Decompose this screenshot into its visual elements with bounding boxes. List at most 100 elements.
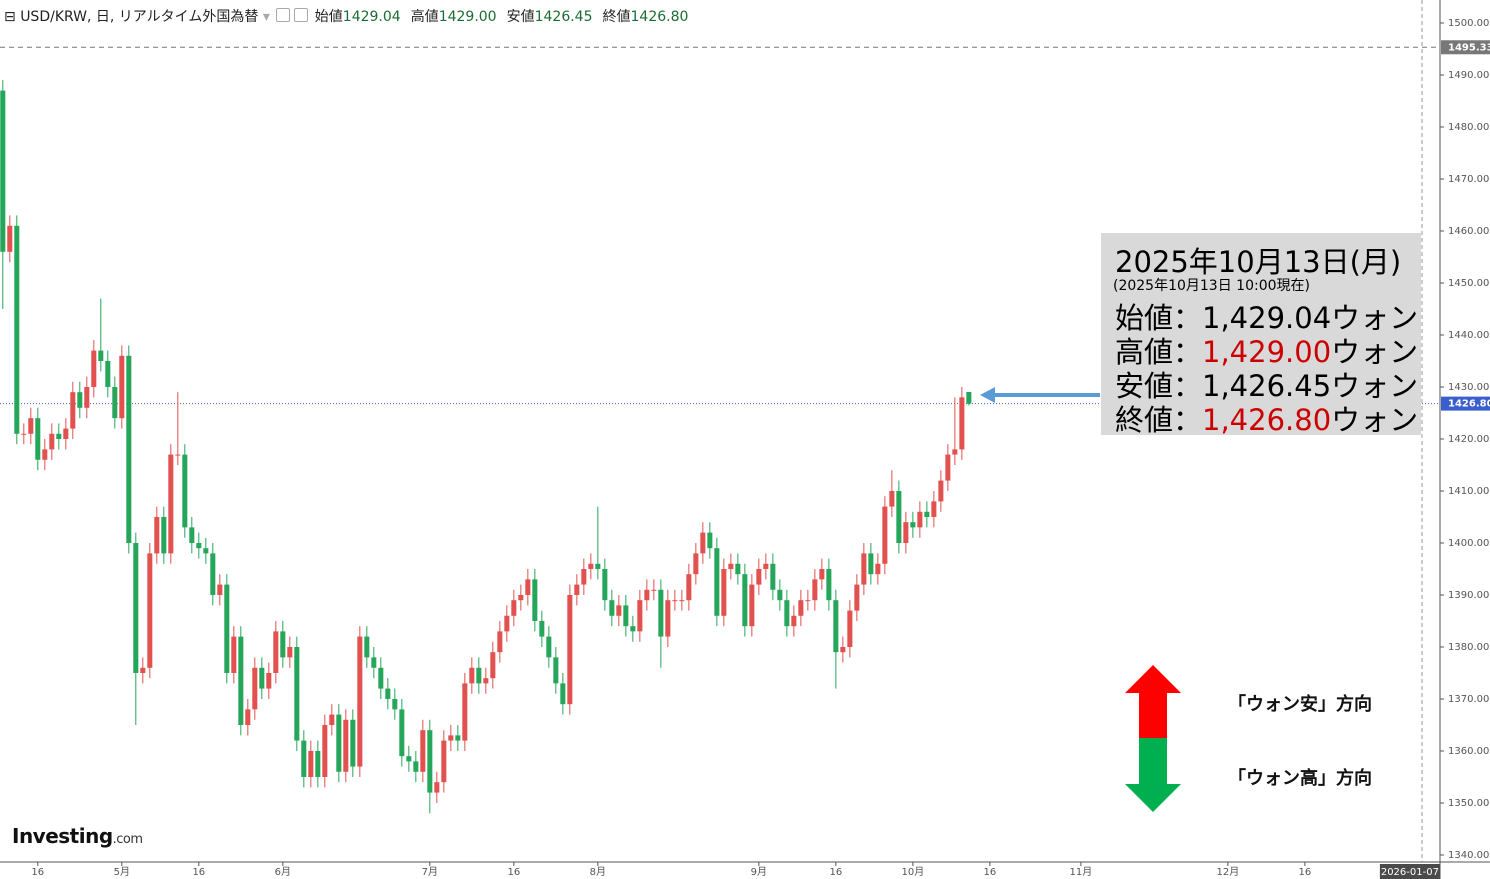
candle-body (21, 433, 27, 435)
candle-body (63, 428, 69, 439)
y-tick-label: 1440.00 (1448, 330, 1489, 341)
candle-body (623, 605, 629, 627)
candle-body (553, 657, 559, 684)
candle-body (357, 636, 363, 767)
cursor-date-label: 2026-01-07 (1381, 867, 1439, 878)
settings-icon[interactable] (294, 8, 309, 22)
candle-body (966, 391, 972, 404)
y-tick-label: 1470.00 (1448, 174, 1489, 185)
candle-body (770, 563, 776, 590)
candle-body (602, 568, 608, 601)
candle-body (672, 600, 678, 602)
candle-body (616, 605, 622, 616)
annotation-title: 2025年10月13日(月) (1115, 245, 1402, 279)
candle-body (14, 225, 20, 434)
candle-body (280, 631, 286, 658)
x-tick-label: 16 (192, 867, 205, 878)
ohlc: 始値1429.04 高値1429.00 安値1426.45 終値1426.80 (315, 9, 699, 25)
y-tick-label: 1480.00 (1448, 122, 1489, 133)
x-tick-label: 5月 (114, 866, 130, 878)
candle-body (567, 594, 573, 705)
candle-body (0, 90, 6, 252)
candle-body (273, 631, 279, 673)
candle-body (595, 563, 601, 569)
candle-body (924, 511, 930, 517)
candle-body (385, 688, 391, 699)
candle-body (644, 589, 650, 601)
candle-body (399, 709, 405, 757)
candle-body (637, 600, 643, 632)
candle-body (490, 652, 496, 679)
line-value: 1,426.45 (1202, 369, 1332, 403)
candle-body (819, 568, 825, 580)
candle-body (364, 636, 370, 658)
x-tick-label: 16 (31, 867, 44, 878)
candle-body (917, 511, 923, 528)
y-tick-label: 1360.00 (1448, 746, 1489, 757)
x-tick-label: 16 (1299, 867, 1312, 878)
candle-body (742, 574, 748, 627)
candle-body (133, 542, 139, 673)
annotation-line: 終値：1,426.80ウォン (1115, 397, 1418, 439)
candle-body (826, 568, 832, 601)
line-label: 高値： (1115, 335, 1203, 369)
candle-body (413, 761, 419, 772)
candle-body (763, 563, 769, 569)
candle-body (238, 636, 244, 725)
candle-body (154, 516, 160, 554)
logo-suffix: .com (112, 832, 143, 847)
direction-up: 「ウォン安」方向 (1228, 694, 1372, 715)
dropdown[interactable]: ▾ (262, 9, 270, 25)
candle-body (868, 553, 874, 575)
candle-body (378, 667, 384, 689)
x-tick-label: 16 (507, 867, 520, 878)
candle-body (686, 574, 692, 601)
x-tick-label: 16 (984, 867, 997, 878)
candle-body (371, 657, 377, 668)
candle-body (140, 667, 146, 673)
candle-body (336, 714, 342, 772)
candle-body (812, 579, 818, 601)
candle-body (406, 756, 412, 762)
y-tick-label: 1400.00 (1448, 538, 1489, 549)
candle-body (343, 719, 349, 772)
candle-body (532, 579, 538, 621)
candle-body (77, 392, 83, 408)
candle-body (952, 449, 958, 455)
candle-body (749, 584, 755, 627)
down-arrow (1125, 738, 1181, 812)
candle-body (427, 730, 433, 793)
candle-body (679, 600, 685, 602)
candle-body (462, 683, 468, 741)
symbol[interactable]: USD/KRW, 日, リアルタイム外国為替 (20, 9, 259, 25)
candle-body (875, 563, 881, 575)
candle-body (147, 553, 153, 668)
candle-body (693, 553, 699, 575)
candle-body (315, 750, 321, 777)
candle-body (42, 449, 48, 460)
candle-body (560, 683, 566, 705)
ohlc-value: 1426.45 (534, 9, 593, 25)
cursor-date-box (1379, 864, 1440, 879)
y-tick-label: 1420.00 (1448, 434, 1489, 445)
candle-body (588, 563, 594, 569)
candle-body (448, 735, 454, 741)
candle-body (777, 589, 783, 601)
candle-body (49, 433, 55, 450)
candle-body (196, 542, 202, 549)
candle-body (910, 522, 916, 528)
annotation-line: 安値：1,426.45ウォン (1115, 363, 1418, 405)
candle-body (266, 672, 272, 689)
candle-body (126, 355, 132, 543)
candle-body (651, 589, 657, 591)
y-tick-label: 1430.00 (1448, 382, 1489, 393)
collapse-icon[interactable]: ⊟ (4, 9, 16, 25)
y-tick-label: 1490.00 (1448, 70, 1489, 81)
y-tick-label: 1450.00 (1448, 278, 1489, 289)
candle-body (735, 563, 741, 575)
candle-body (861, 553, 867, 585)
line-label: 終値： (1115, 403, 1203, 437)
x-tick-label: 12月 (1217, 866, 1240, 878)
settings-icon[interactable] (276, 8, 291, 22)
